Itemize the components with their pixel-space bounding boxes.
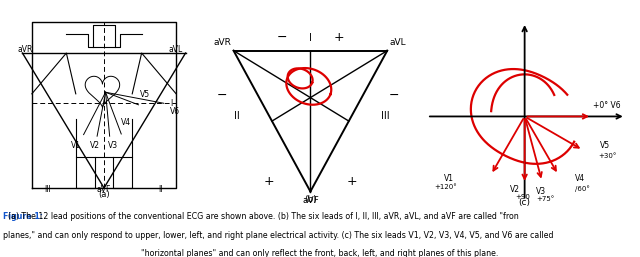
Text: V3: V3 — [536, 187, 547, 196]
Text: II: II — [158, 185, 163, 194]
Text: (b): (b) — [304, 195, 317, 204]
Text: (a) The 12 lead positions of the conventional ECG are shown above. (b) The six l: (a) The 12 lead positions of the convent… — [3, 212, 519, 221]
Text: +30°: +30° — [598, 153, 617, 160]
Text: aVR: aVR — [18, 45, 33, 54]
Text: "horizontal planes" and can only reflect the front, back, left, and right planes: "horizontal planes" and can only reflect… — [141, 249, 499, 257]
Text: V2: V2 — [509, 186, 520, 195]
Text: II: II — [234, 111, 240, 121]
Text: V6: V6 — [170, 107, 180, 116]
Text: I: I — [170, 99, 172, 108]
Text: /60°: /60° — [575, 186, 590, 192]
Text: −: − — [276, 31, 287, 44]
Text: V4: V4 — [575, 174, 585, 183]
Text: III: III — [381, 111, 390, 121]
Text: aVF: aVF — [302, 196, 319, 205]
Text: +90: +90 — [515, 194, 531, 200]
Text: aVL: aVL — [390, 38, 406, 47]
Text: +: + — [334, 31, 344, 44]
Text: +120°: +120° — [435, 184, 458, 190]
Text: V5: V5 — [600, 141, 611, 150]
Text: aVR: aVR — [213, 38, 231, 47]
Text: (c): (c) — [518, 198, 531, 207]
Text: I: I — [309, 33, 312, 43]
Text: −: − — [217, 89, 228, 102]
Text: +: + — [264, 176, 274, 188]
Text: V1: V1 — [444, 174, 454, 183]
Text: V1: V1 — [71, 142, 81, 151]
Text: aVF: aVF — [97, 185, 111, 194]
Text: +75°: +75° — [536, 196, 555, 201]
Text: planes," and can only respond to upper, lower, left, and right plane electrical : planes," and can only respond to upper, … — [3, 231, 554, 240]
Text: V3: V3 — [108, 142, 118, 151]
Text: −: − — [388, 89, 399, 102]
Text: V4: V4 — [121, 118, 131, 127]
Text: (a): (a) — [98, 190, 110, 199]
Text: V2: V2 — [90, 142, 100, 151]
Text: aVL: aVL — [168, 45, 182, 54]
Text: +0° V6: +0° V6 — [593, 101, 621, 111]
Text: +: + — [347, 176, 357, 188]
Text: Figure 1:: Figure 1: — [3, 212, 44, 221]
Text: V5: V5 — [140, 89, 150, 98]
Text: III: III — [44, 185, 51, 194]
